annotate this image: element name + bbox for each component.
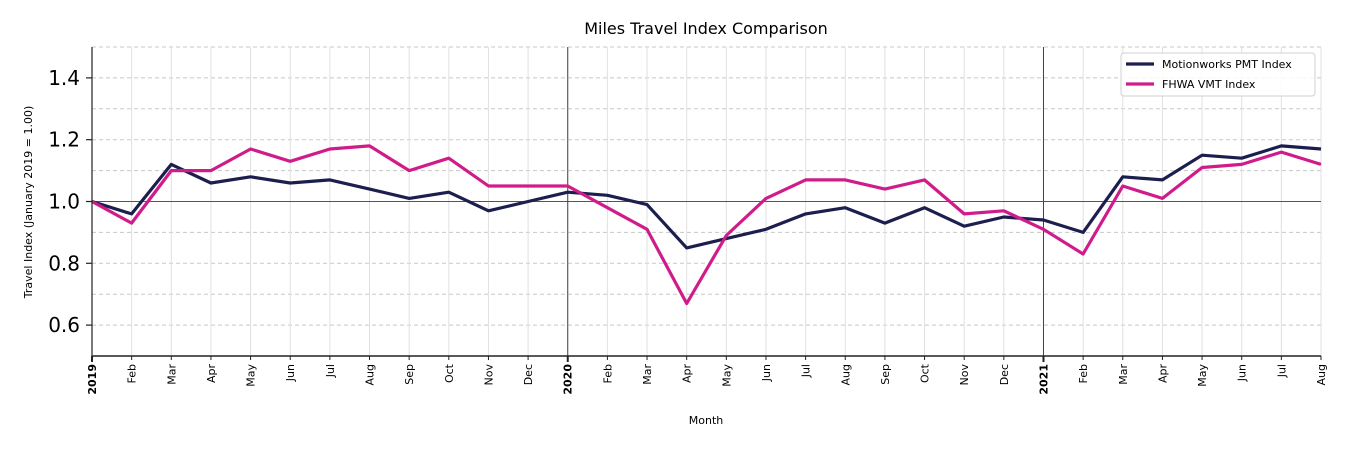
x-tick-label: Oct bbox=[443, 363, 456, 383]
x-tick-label: Dec bbox=[522, 364, 535, 385]
x-tick-label: Aug bbox=[1315, 364, 1328, 385]
y-tick-label: 0.6 bbox=[48, 313, 80, 337]
x-tick-label: 2019 bbox=[86, 364, 99, 395]
x-tick-label: Feb bbox=[126, 364, 139, 383]
x-tick-label: Mar bbox=[1117, 364, 1130, 385]
x-tick-label: 2020 bbox=[562, 364, 575, 395]
x-axis-ticks: 2019 Feb Mar Apr May Jun Jul Aug Sep Oct Nov Dec 202… bbox=[86, 356, 1328, 395]
y-tick-label: 1.4 bbox=[48, 66, 80, 90]
x-tick-label: Jun bbox=[760, 364, 773, 382]
x-tick-label: Apr bbox=[1156, 364, 1169, 384]
x-tick-label: Sep bbox=[403, 364, 416, 385]
y-tick-label: 1.0 bbox=[48, 190, 80, 214]
x-tick-label: Aug bbox=[839, 364, 852, 385]
x-tick-label: Apr bbox=[205, 364, 218, 384]
legend-box bbox=[1120, 52, 1316, 97]
series-line-pmt bbox=[91, 144, 1322, 250]
legend-label: FHWA VMT Index bbox=[1162, 78, 1256, 91]
x-tick-label: Apr bbox=[681, 364, 694, 384]
x-tick-label: Mar bbox=[165, 364, 178, 385]
x-tick-label: Jul bbox=[800, 364, 813, 378]
x-tick-label: Nov bbox=[482, 364, 495, 386]
x-tick-label: Dec bbox=[998, 364, 1011, 385]
y-axis-ticks: 0.6 0.8 1.0 1.2 1.4 bbox=[48, 66, 92, 337]
x-tick-label: Jul bbox=[1275, 364, 1288, 378]
x-tick-label: Feb bbox=[601, 364, 614, 383]
legend-label: Motionworks PMT Index bbox=[1162, 58, 1292, 71]
y-axis-label: Travel Index (January 2019 = 1.00) bbox=[22, 106, 35, 299]
x-tick-label: Feb bbox=[1077, 364, 1090, 383]
x-tick-label: May bbox=[720, 364, 733, 387]
x-tick-label: Jun bbox=[1236, 364, 1249, 382]
y-tick-label: 0.8 bbox=[48, 251, 80, 275]
x-tick-label: 2021 bbox=[1037, 364, 1050, 395]
x-tick-label: May bbox=[245, 364, 258, 387]
x-tick-label: Sep bbox=[879, 364, 892, 385]
legend: Motionworks PMT Index FHWA VMT Index bbox=[1120, 52, 1316, 97]
x-tick-label: Oct bbox=[919, 363, 932, 383]
data-series bbox=[91, 144, 1322, 306]
x-tick-label: Nov bbox=[958, 364, 971, 386]
x-tick-label: Jun bbox=[284, 364, 297, 382]
series-line-vmt bbox=[91, 144, 1322, 306]
x-tick-label: Aug bbox=[364, 364, 377, 385]
x-tick-label: Mar bbox=[641, 364, 654, 385]
x-tick-label: Jul bbox=[324, 364, 337, 378]
reference-lines bbox=[92, 47, 1321, 356]
x-tick-label: May bbox=[1196, 364, 1209, 387]
y-tick-label: 1.2 bbox=[48, 128, 80, 152]
chart-title: Miles Travel Index Comparison bbox=[584, 19, 828, 38]
x-axis-label: Month bbox=[689, 414, 724, 427]
